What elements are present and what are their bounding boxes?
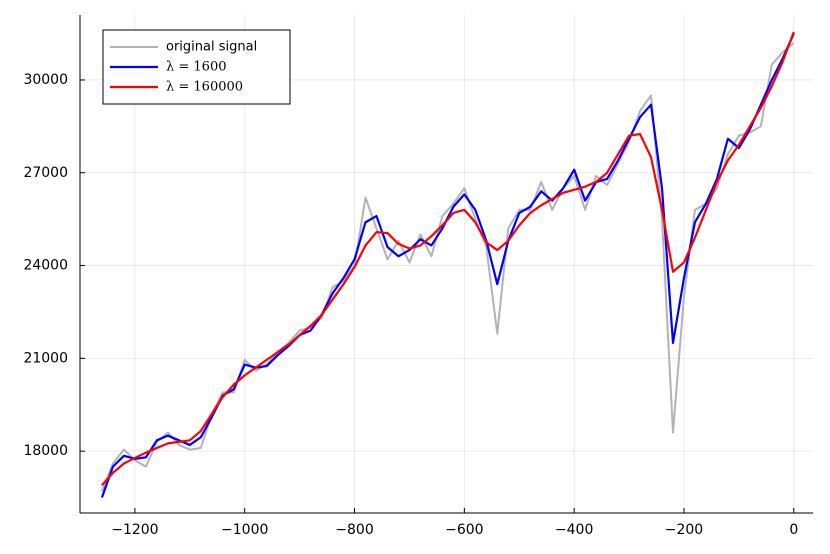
x-tick-label: −200	[665, 522, 703, 538]
y-tick-label: 30000	[23, 72, 68, 88]
y-tick-label: 18000	[23, 443, 68, 459]
y-tick-label: 27000	[23, 165, 68, 181]
x-tick-label: −600	[445, 522, 483, 538]
y-tick-label: 21000	[23, 350, 68, 366]
y-tick-label: 24000	[23, 258, 68, 274]
legend-label: λ = 160000	[166, 80, 243, 95]
x-tick-label: −800	[335, 522, 373, 538]
legend-label: λ = 1600	[166, 60, 226, 75]
series-line	[101, 42, 795, 492]
x-tick-label: 0	[789, 522, 798, 538]
x-tick-label: −400	[555, 522, 593, 538]
x-tick-label: −1000	[221, 522, 268, 538]
legend-label: original signal	[166, 40, 257, 55]
series-line	[101, 31, 795, 486]
x-tick-label: −1200	[111, 522, 158, 538]
